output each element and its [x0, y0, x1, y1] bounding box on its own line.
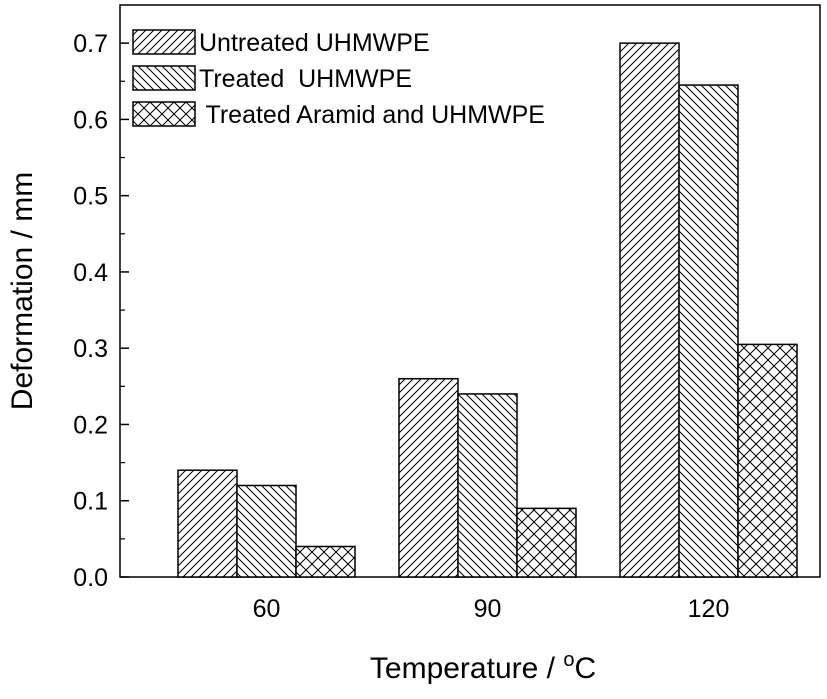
legend-label: Treated Aramid and UHMWPE — [199, 101, 545, 129]
bar-crosshatch-120 — [737, 343, 798, 578]
bar-backward-diagonal-120 — [678, 84, 739, 578]
y-tick-label: 0.7 — [73, 30, 108, 58]
y-tick-label: 0.3 — [73, 335, 108, 363]
x-tick-label: 120 — [688, 595, 730, 623]
y-tick-label: 0.2 — [73, 411, 108, 439]
bar-forward-diagonal-90 — [398, 377, 459, 578]
bar-backward-diagonal-60 — [236, 484, 297, 578]
bars — [177, 42, 798, 578]
legend-swatch-crosshatch — [132, 101, 196, 127]
x-tick-label: 90 — [474, 595, 502, 623]
bar-crosshatch-90 — [516, 507, 577, 578]
y-axis-label: Deformation / mm — [6, 172, 39, 410]
legend-swatch-backward-diagonal — [132, 65, 196, 91]
x-axis: 60 90 120 — [253, 569, 730, 623]
x-axis-label: Temperature / oC — [370, 649, 596, 685]
x-tick-label: 60 — [253, 595, 281, 623]
bar-forward-diagonal-60 — [177, 469, 238, 578]
y-tick-label: 0.6 — [73, 106, 108, 134]
y-axis: 0.0 0.1 0.2 0.3 0.4 0.5 0.6 0.7 — [73, 30, 129, 592]
y-tick-label: 0.5 — [73, 183, 108, 211]
legend: Untreated UHMWPE Treated UHMWPE Treated A… — [132, 29, 545, 129]
legend-swatch-forward-diagonal — [132, 29, 196, 55]
y-tick-label: 0.4 — [73, 259, 108, 287]
bar-crosshatch-60 — [295, 545, 356, 578]
bar-backward-diagonal-90 — [457, 393, 518, 578]
x-axis-label-degree: o — [563, 649, 574, 671]
x-axis-label-unit: C — [574, 652, 596, 685]
x-axis-label-text: Temperature / — [370, 652, 563, 685]
y-tick-label: 0.1 — [73, 488, 108, 516]
legend-label: Treated UHMWPE — [199, 65, 412, 93]
legend-label: Untreated UHMWPE — [199, 29, 430, 57]
bar-forward-diagonal-120 — [619, 42, 680, 578]
y-tick-label: 0.0 — [73, 564, 108, 592]
